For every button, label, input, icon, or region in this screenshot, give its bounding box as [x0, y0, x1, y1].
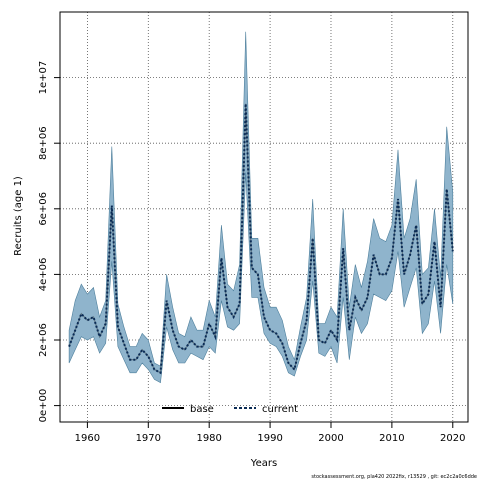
x-axis-label: Years — [250, 458, 277, 469]
y-tick-label: 1e+07 — [38, 61, 49, 95]
y-axis-label: Recruits (age 1) — [13, 176, 24, 256]
x-tick-label: 1970 — [136, 433, 161, 444]
series-current-line — [68, 103, 454, 375]
y-axis: 0e+00 2e+06 4e+06 6e+06 8e+06 1e+07 — [38, 61, 60, 423]
footnote: stockassessment.org, pla420 2022fix, r13… — [311, 474, 477, 480]
x-tick-label: 2020 — [440, 433, 465, 444]
x-tick-label: 2000 — [318, 433, 343, 444]
legend-current-label: current — [262, 404, 298, 415]
y-tick-label: 2e+06 — [38, 323, 49, 357]
y-tick-label: 0e+00 — [38, 389, 49, 423]
y-tick-label: 6e+06 — [38, 192, 49, 226]
y-tick-label: 4e+06 — [38, 258, 49, 292]
grid-lines — [60, 12, 468, 422]
plot-frame — [59, 11, 469, 423]
legend-base-label: base — [190, 404, 214, 415]
x-tick-label: 2010 — [379, 433, 404, 444]
legend: base current — [162, 404, 298, 415]
x-tick-label: 1980 — [196, 433, 221, 444]
confidence-band — [68, 31, 454, 384]
x-tick-label: 1990 — [257, 433, 282, 444]
x-tick-label: 1960 — [75, 433, 100, 444]
y-tick-label: 8e+06 — [38, 126, 49, 160]
x-axis: 1960 1970 1980 1990 2000 2010 2020 — [75, 422, 466, 444]
